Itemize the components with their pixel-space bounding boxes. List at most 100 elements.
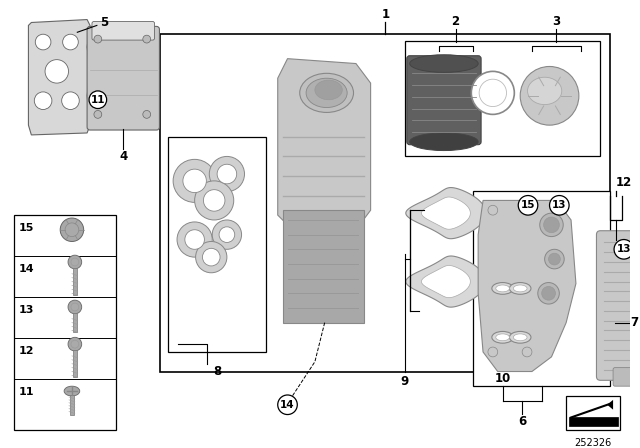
Circle shape <box>94 111 102 118</box>
Circle shape <box>538 283 559 304</box>
Polygon shape <box>422 266 470 297</box>
Bar <box>73 313 77 332</box>
Circle shape <box>71 258 79 266</box>
Circle shape <box>71 303 79 311</box>
Ellipse shape <box>315 80 342 100</box>
Circle shape <box>202 248 220 266</box>
Text: 8: 8 <box>213 365 221 378</box>
Circle shape <box>173 159 216 202</box>
Circle shape <box>548 253 560 265</box>
FancyBboxPatch shape <box>92 22 154 40</box>
Circle shape <box>94 35 102 43</box>
Bar <box>473 191 610 386</box>
FancyBboxPatch shape <box>596 231 640 380</box>
Circle shape <box>185 230 204 249</box>
Circle shape <box>60 218 84 241</box>
Circle shape <box>520 66 579 125</box>
Circle shape <box>471 71 515 114</box>
Text: 10: 10 <box>495 372 511 385</box>
Ellipse shape <box>496 334 509 341</box>
Text: 4: 4 <box>119 150 127 163</box>
Ellipse shape <box>410 55 478 72</box>
Circle shape <box>61 92 79 109</box>
Polygon shape <box>406 256 486 307</box>
Circle shape <box>488 347 498 357</box>
Circle shape <box>219 227 235 242</box>
Text: 9: 9 <box>401 375 409 388</box>
Ellipse shape <box>513 285 527 292</box>
Circle shape <box>522 347 532 357</box>
Text: 6: 6 <box>518 415 526 428</box>
Ellipse shape <box>410 133 478 151</box>
Text: 1: 1 <box>381 8 389 21</box>
Ellipse shape <box>509 332 531 343</box>
Circle shape <box>35 34 51 50</box>
Circle shape <box>45 60 68 83</box>
Bar <box>168 137 266 352</box>
Polygon shape <box>278 59 371 230</box>
Circle shape <box>488 205 498 215</box>
Circle shape <box>212 220 241 249</box>
Text: 252326: 252326 <box>574 438 611 448</box>
Circle shape <box>65 223 79 237</box>
Bar <box>70 395 74 414</box>
Circle shape <box>143 111 150 118</box>
Circle shape <box>543 217 559 233</box>
Circle shape <box>68 300 82 314</box>
Bar <box>569 418 618 426</box>
Ellipse shape <box>64 386 80 396</box>
Text: 14: 14 <box>19 264 35 274</box>
Circle shape <box>68 255 82 269</box>
Circle shape <box>68 337 82 351</box>
Circle shape <box>195 181 234 220</box>
Text: 13: 13 <box>19 305 34 315</box>
Bar <box>566 396 620 430</box>
Text: 2: 2 <box>452 15 460 28</box>
Text: 11: 11 <box>19 387 34 397</box>
Circle shape <box>614 240 634 259</box>
Bar <box>73 268 77 295</box>
Text: 15: 15 <box>19 223 34 233</box>
Ellipse shape <box>509 283 531 294</box>
Ellipse shape <box>492 332 513 343</box>
Circle shape <box>71 340 79 348</box>
Text: 13: 13 <box>552 200 566 210</box>
Circle shape <box>143 35 150 43</box>
Text: 5: 5 <box>100 16 108 29</box>
Circle shape <box>183 169 206 193</box>
Circle shape <box>550 195 569 215</box>
Text: 11: 11 <box>91 95 105 105</box>
Circle shape <box>89 91 107 108</box>
Text: 7: 7 <box>630 316 639 329</box>
Polygon shape <box>28 20 90 135</box>
Text: 15: 15 <box>521 200 535 210</box>
Ellipse shape <box>513 334 527 341</box>
Circle shape <box>35 92 52 109</box>
Polygon shape <box>283 210 364 323</box>
Ellipse shape <box>496 285 509 292</box>
Ellipse shape <box>492 283 513 294</box>
Circle shape <box>541 286 556 300</box>
FancyBboxPatch shape <box>407 56 481 145</box>
Bar <box>161 34 610 371</box>
Bar <box>14 215 116 430</box>
Circle shape <box>522 205 532 215</box>
Circle shape <box>63 34 78 50</box>
Polygon shape <box>607 400 613 409</box>
Text: 14: 14 <box>280 400 295 410</box>
Ellipse shape <box>306 78 347 108</box>
Polygon shape <box>422 197 470 229</box>
Text: 13: 13 <box>616 244 631 254</box>
Circle shape <box>540 213 563 237</box>
Bar <box>405 41 600 156</box>
Polygon shape <box>478 200 576 371</box>
Circle shape <box>278 395 298 414</box>
FancyBboxPatch shape <box>87 26 159 130</box>
Circle shape <box>518 195 538 215</box>
Polygon shape <box>406 188 486 239</box>
Circle shape <box>217 164 237 184</box>
Circle shape <box>545 249 564 269</box>
Text: 12: 12 <box>616 177 632 190</box>
Bar <box>73 350 77 377</box>
Circle shape <box>209 156 244 192</box>
